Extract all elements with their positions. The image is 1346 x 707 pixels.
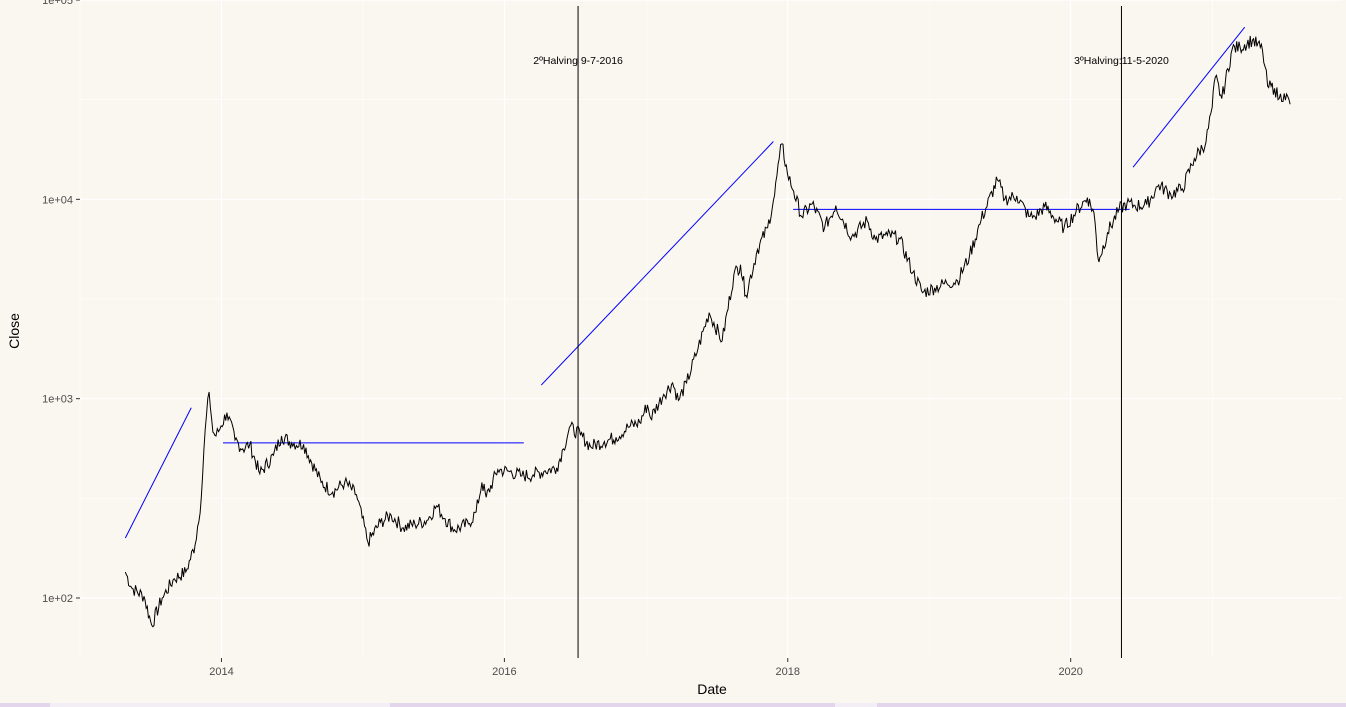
x-axis-ticks: 2014 2016 2018 2020	[209, 658, 1083, 678]
y-axis-ticks: 1e+02 1e+03 1e+04 1e+05	[42, 0, 80, 605]
trend-line	[540, 141, 774, 386]
bottom-strip	[0, 703, 1346, 707]
grid-major	[80, 0, 1342, 658]
trend-line	[124, 407, 192, 539]
bottom-strip-segment	[835, 703, 877, 707]
y-axis-title: Close	[6, 313, 22, 349]
x-tick-label: 2020	[1058, 666, 1082, 678]
plot-panel	[80, 0, 1342, 658]
y-tick-label: 1e+04	[42, 194, 73, 206]
y-tick-label: 1e+02	[42, 593, 73, 605]
x-tick-label: 2014	[209, 666, 233, 678]
x-tick-label: 2018	[776, 666, 800, 678]
x-axis-title: Date	[697, 681, 727, 697]
halving-lines: 2ºHalving 9-7-2016 3ºHalving:11-5-2020	[533, 6, 1169, 658]
y-tick-label: 1e+03	[42, 394, 73, 406]
trend-lines	[124, 26, 1246, 539]
x-tick-label: 2016	[492, 666, 516, 678]
halving-label: 2ºHalving 9-7-2016	[533, 55, 623, 67]
y-tick-label: 1e+05	[42, 0, 73, 7]
close-price-line	[124, 35, 1291, 628]
bottom-strip-segment	[50, 703, 390, 707]
trend-line	[1132, 26, 1246, 168]
halving-label: 3ºHalving:11-5-2020	[1074, 55, 1169, 67]
